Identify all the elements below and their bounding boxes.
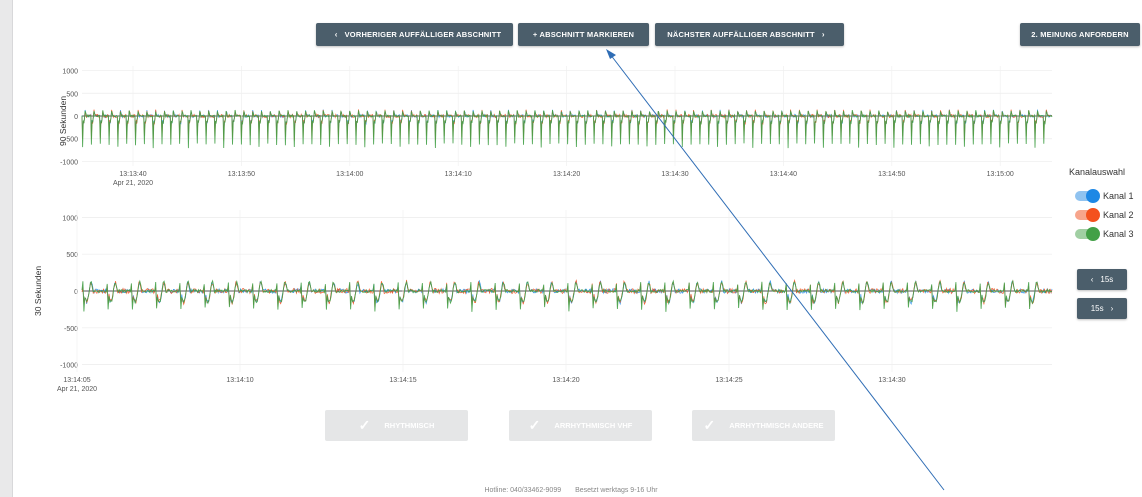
chart-30-seconds: 1000 500 0 -500 -1000 13:14:05 13:14:10 13:14:1… [57,210,1053,393]
arrhythmic-vhf-button[interactable]: ✓ ARRHYTHMISCH VHF [509,410,652,441]
kanal-3-label: Kanal 3 [1103,228,1134,239]
hotline-hours: Besetzt werktags 9-16 Uhr [575,487,658,494]
y-tick-label: -1000 [60,363,78,370]
check-icon: ✓ [358,417,371,433]
kanal-3-toggle[interactable] [1075,226,1100,241]
kanal-2-label: Kanal 2 [1103,209,1134,220]
x-tick-label: 13:14:50 [878,171,905,178]
forward-15s-button[interactable]: 15s › [1077,298,1127,319]
toggle-knob [1086,188,1100,203]
back-15s-label: 15s [1100,275,1114,284]
arrhythmic-vhf-label: ARRHYTHMISCH VHF [554,421,633,430]
chevron-right-icon: › [1110,304,1114,313]
y-tick-label: -500 [64,137,78,144]
x-tick-label: 13:14:10 [445,171,472,178]
toggle-knob [1086,226,1100,241]
kanal-1-toggle[interactable] [1075,188,1100,203]
request-second-opinion-label: 2. MEINUNG ANFORDERN [1031,30,1129,39]
x-tick-label: 13:14:30 [878,377,905,384]
y-tick-label: 1000 [62,215,78,222]
ecg-trace-kanal-2 [81,279,1053,309]
annotation-arrow-line [609,53,945,491]
y-tick-label: 0 [74,289,78,296]
kanal-2-toggle[interactable] [1075,207,1100,222]
x-tick-label: 13:14:20 [552,377,579,384]
left-sidebar-edge [0,0,13,497]
x-tick-label: 13:14:25 [715,377,742,384]
y-tick-label: -1000 [60,159,78,166]
arrhythmic-other-button[interactable]: ✓ ARRHYTHMISCH ANDERE [692,410,835,441]
y-tick-label: 500 [66,252,78,259]
date-label: Apr 21, 2020 [57,386,97,393]
annotation-arrow-head [606,49,616,59]
arrhythmic-other-label: ARRHYTHMISCH ANDERE [729,421,824,430]
next-abnormal-section-label: NÄCHSTER AUFFÄLLIGER ABSCHNITT [667,30,815,39]
mark-section-label: + ABSCHNITT MARKIEREN [532,30,635,39]
x-tick-label: 13:14:00 [336,171,363,178]
x-tick-label: 13:13:40 [119,171,146,178]
forward-15s-label: 15s [1090,304,1104,313]
x-tick-label: 13:15:00 [987,171,1014,178]
legend-item-kanal-2[interactable]: Kanal 2 [1069,205,1134,224]
hotline-number: Hotline: 040/33462-9099 [484,487,562,494]
y-tick-label: 0 [74,114,78,121]
hotline-footer: Hotline: 040/33462-9099 Besetzt werktags… [0,487,1142,494]
x-tick-label: 13:13:50 [228,171,255,178]
previous-abnormal-section-button[interactable]: ‹ VORHERIGER AUFFÄLLIGER ABSCHNITT [316,23,513,46]
channel-legend: Kanalauswahl Kanal 1 Kanal 2 Kanal 3 [1069,167,1134,243]
x-tick-label: 13:14:20 [553,171,580,178]
mark-section-button[interactable]: + ABSCHNITT MARKIEREN [518,23,649,46]
rhythmic-label: RHYTHMISCH [384,421,435,430]
ecg-trace-kanal-3 [81,279,1053,312]
x-tick-label: 13:14:30 [661,171,688,178]
ecg-trace-kanal-3 [81,109,1053,149]
date-label: Apr 21, 2020 [113,180,153,187]
legend-item-kanal-1[interactable]: Kanal 1 [1069,186,1134,205]
rhythmic-button[interactable]: ✓ RHYTHMISCH [325,410,468,441]
next-abnormal-section-button[interactable]: NÄCHSTER AUFFÄLLIGER ABSCHNITT › [655,23,844,46]
y-tick-label: 1000 [62,69,78,76]
x-tick-label: 13:14:05 [63,377,90,384]
x-tick-label: 13:14:15 [389,377,416,384]
x-tick-label: 13:14:40 [770,171,797,178]
legend-item-kanal-3[interactable]: Kanal 3 [1069,224,1134,243]
check-icon: ✓ [703,417,716,433]
chevron-left-icon: ‹ [334,30,338,39]
check-icon: ✓ [528,417,541,433]
legend-title: Kanalauswahl [1069,167,1126,177]
back-15s-button[interactable]: ‹ 15s [1077,269,1127,290]
y-tick-label: 500 [66,91,78,98]
x-tick-label: 13:14:10 [226,377,253,384]
toggle-knob [1086,207,1100,222]
chart-90-seconds: 1000 500 0 -500 -1000 13:13:40 13:13:50 13:14:0… [60,66,1053,187]
chevron-right-icon: › [821,30,825,39]
kanal-1-label: Kanal 1 [1103,190,1134,201]
chevron-left-icon: ‹ [1090,275,1094,284]
y-tick-label: -500 [64,326,78,333]
previous-abnormal-section-label: VORHERIGER AUFFÄLLIGER ABSCHNITT [344,30,502,39]
request-second-opinion-button[interactable]: 2. MEINUNG ANFORDERN [1020,23,1140,46]
